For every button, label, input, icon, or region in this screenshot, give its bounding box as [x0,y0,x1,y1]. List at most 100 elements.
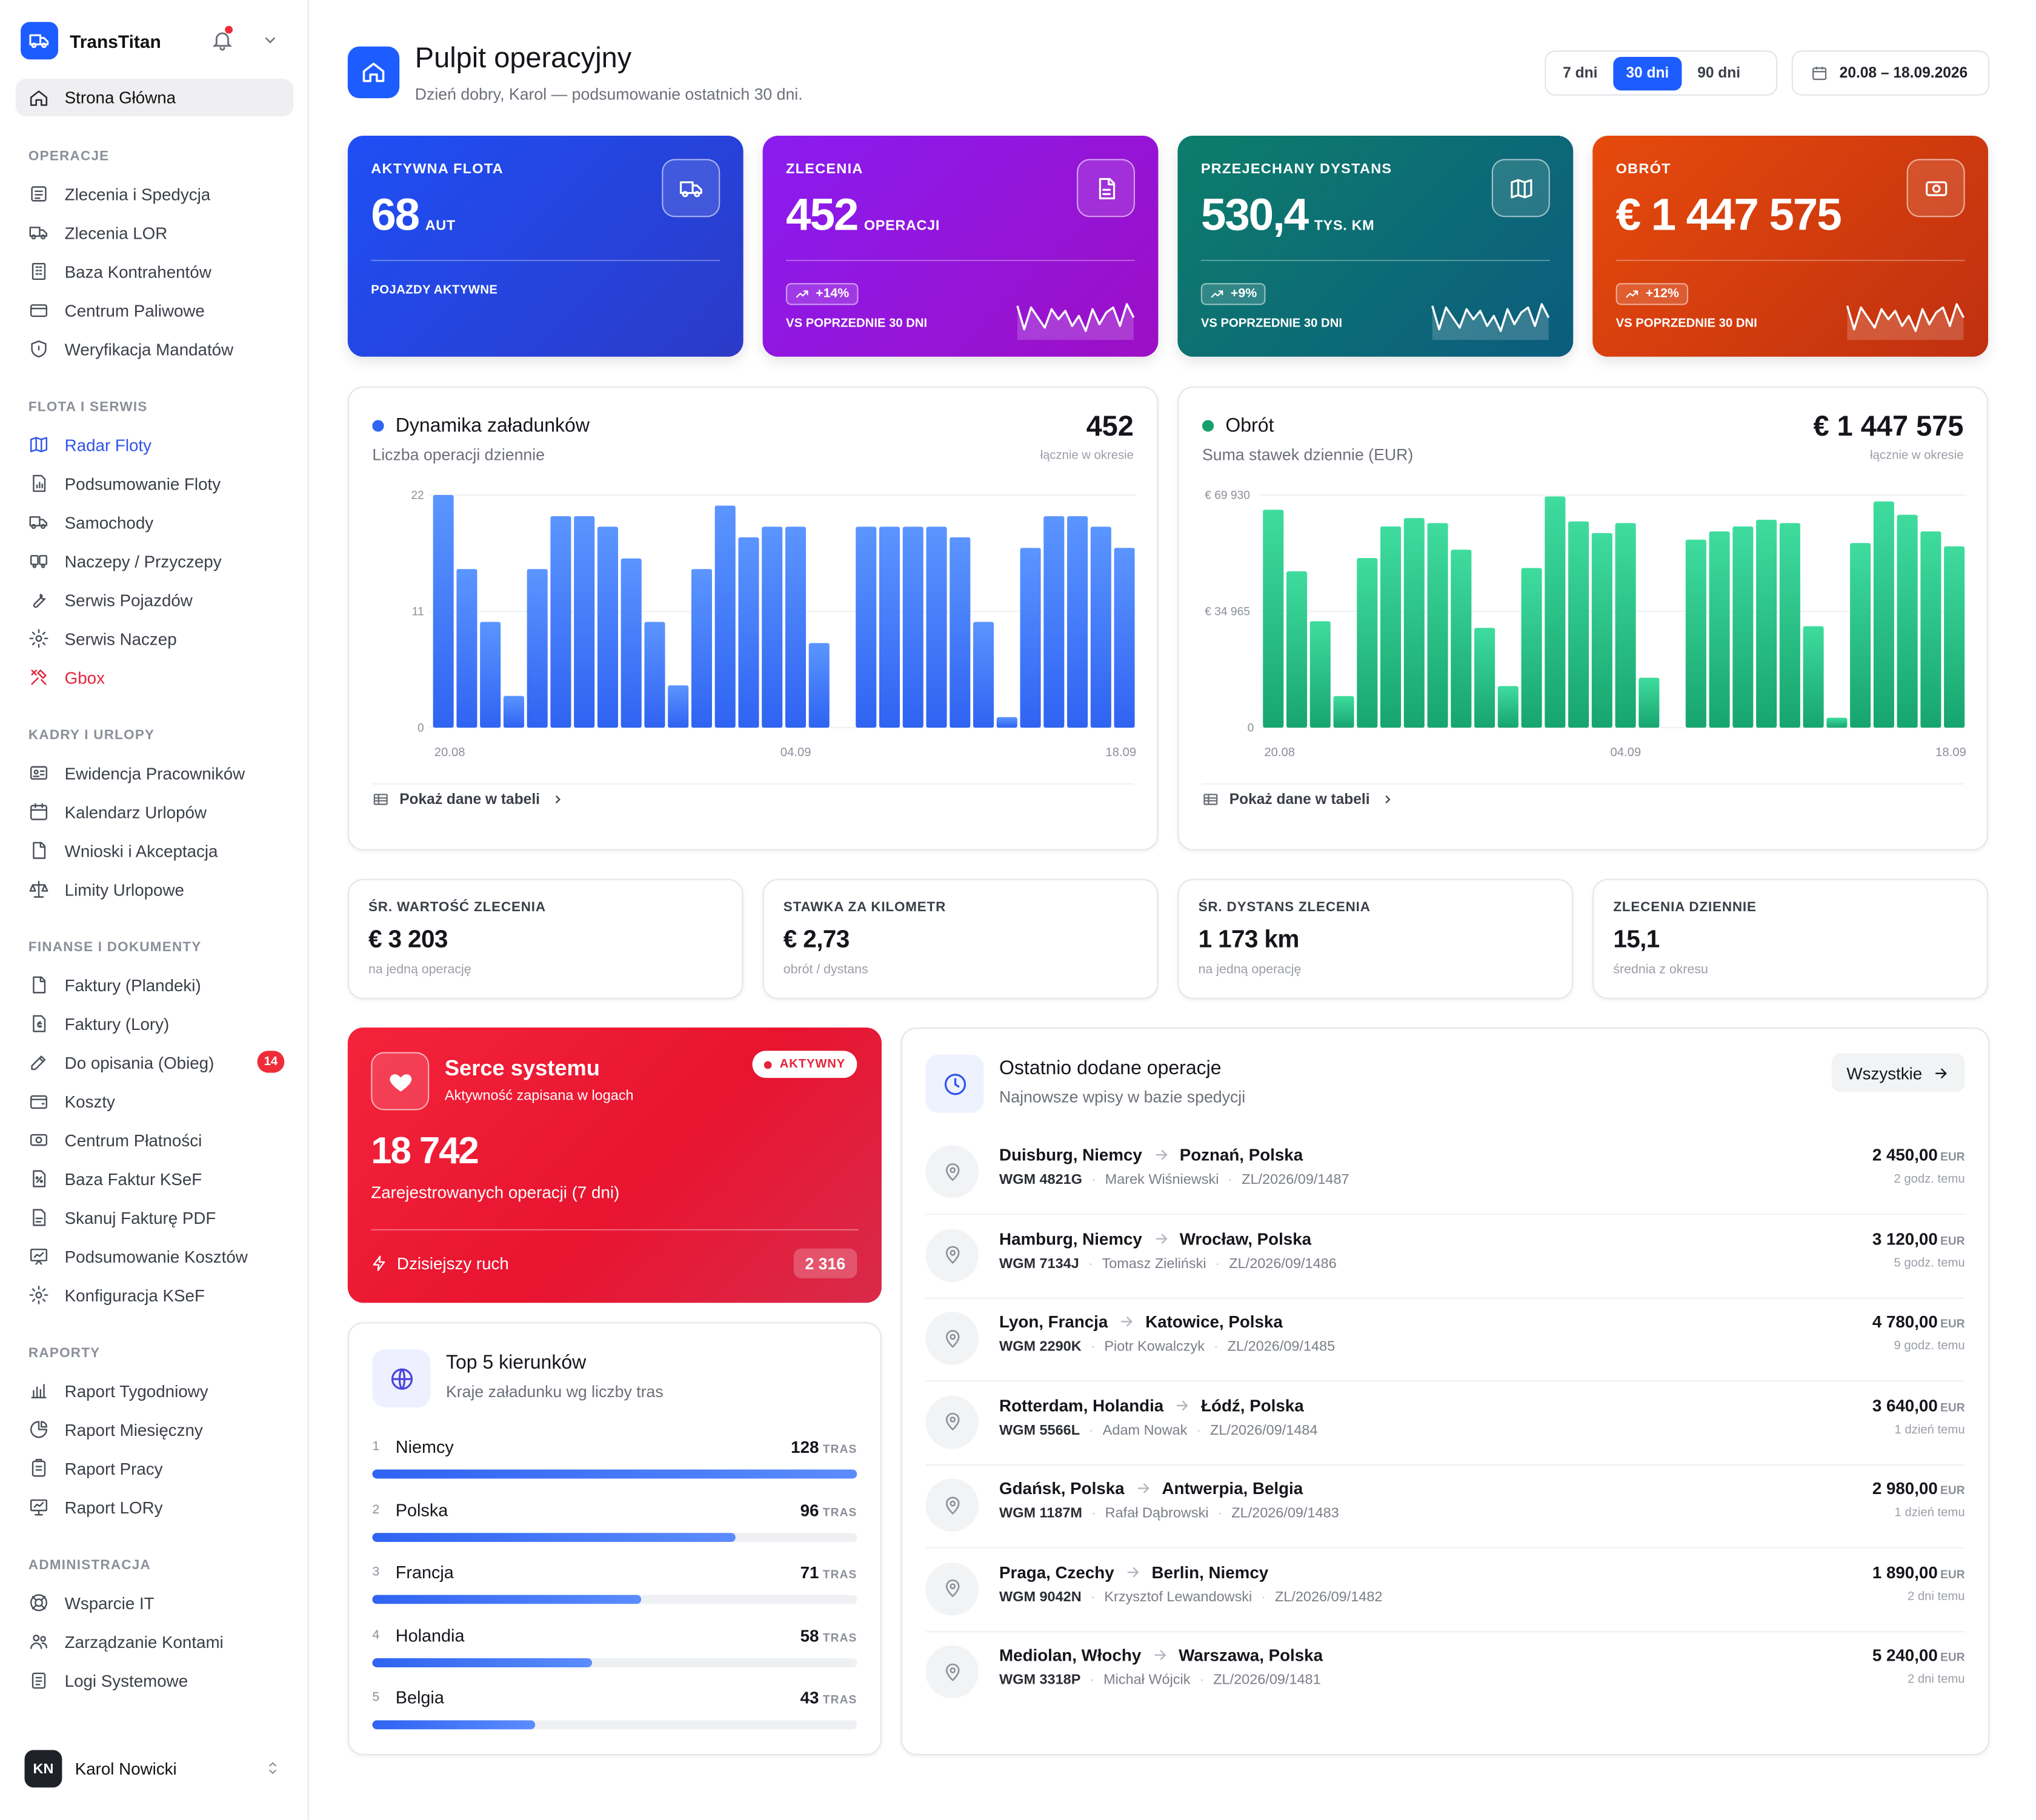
bar[interactable] [808,643,830,728]
bar[interactable] [550,516,571,728]
bar[interactable] [762,526,783,728]
bar[interactable] [1090,526,1111,728]
bar[interactable] [644,622,665,728]
bar[interactable] [1043,516,1065,728]
bar[interactable] [456,569,477,728]
sidebar-item-wnioski-i-akceptacja[interactable]: Wnioski i Akceptacja [28,837,218,863]
sidebar-item-wsparcie-it[interactable]: Wsparcie IT [28,1590,155,1616]
bar[interactable] [1944,546,1965,728]
bar[interactable] [1685,539,1706,728]
bar[interactable] [574,516,595,728]
bar[interactable] [1474,628,1495,728]
bar[interactable] [1427,523,1448,728]
sidebar-item-skanuj-fakture-pdf[interactable]: Skanuj Fakturę PDF [28,1204,216,1230]
sidebar-item-kalendarz-urlopow[interactable]: Kalendarz Urlopów [28,799,207,825]
bar[interactable] [1451,550,1472,728]
bar[interactable] [1357,558,1378,728]
sidebar-item-centrum-platnosci[interactable]: Centrum Płatności [28,1127,202,1153]
bar[interactable] [1263,510,1284,728]
sidebar-item-zlecenia-i-spedycja[interactable]: Zlecenia i Spedycja [28,181,210,207]
sidebar-item-podsumowanie-kosztow[interactable]: Podsumowanie Kosztów [28,1243,248,1269]
bar[interactable] [1803,626,1824,728]
table-row[interactable]: Gdańsk, Polska Antwerpia, Belgia WGM 1187M… [925,1473,1965,1556]
sidebar-item-limity-urlopowe[interactable]: Limity Urlopowe [28,876,184,902]
sidebar-item-do-opisania-obieg[interactable]: Do opisania (Obieg) [28,1049,214,1075]
bar[interactable] [527,569,548,728]
bar[interactable] [1826,717,1848,728]
table-row[interactable]: Lyon, Francja Katowice, Polska WGM 2290K · P… [925,1307,1965,1390]
view-all-button[interactable]: Wszystkie [1831,1053,1965,1092]
bar[interactable] [1286,571,1308,728]
list-item[interactable]: 2 Polska 96 TRAS [372,1500,857,1552]
bell-icon[interactable] [211,28,234,51]
bar[interactable] [1545,496,1566,728]
bar[interactable] [1756,519,1777,728]
sidebar-item-weryfikacja-mandatow[interactable]: Weryfikacja Mandatów [28,336,233,362]
list-item[interactable]: 3 Francja 71 TRAS [372,1563,857,1614]
date-range-picker[interactable]: 20.08 – 18.09.2026 [1791,50,1990,96]
bar[interactable] [433,495,454,728]
sidebar-item-faktury-plandeki[interactable]: Faktury (Plandeki) [28,972,201,998]
bar[interactable] [1850,543,1871,728]
bar[interactable] [503,696,524,728]
bar[interactable] [1732,526,1754,728]
sidebar-item-podsumowanie-floty[interactable]: Podsumowanie Floty [28,471,221,497]
sidebar-item-logi-systemowe[interactable]: Logi Systemowe [28,1667,188,1693]
bar[interactable] [785,526,807,728]
bar[interactable] [738,537,759,728]
sidebar-item-radar-floty[interactable]: Radar Floty [28,432,151,458]
table-row[interactable]: Hamburg, Niemcy Wrocław, Polska WGM 7134J ·… [925,1223,1965,1306]
bar[interactable] [1920,531,1941,728]
bar[interactable] [714,505,736,728]
sidebar-item-zlecenia-lor[interactable]: Zlecenia LOR [28,220,167,246]
sidebar-item-raport-lory[interactable]: Raport LORy [28,1494,163,1520]
bar[interactable] [1709,531,1730,728]
sidebar-item-raport-pracy[interactable]: Raport Pracy [28,1455,163,1481]
brand[interactable]: TransTitan [21,22,292,60]
range-7-button[interactable]: 7 dni [1550,56,1611,90]
sidebar-item-centrum-paliwowe[interactable]: Centrum Paliwowe [28,297,205,324]
table-row[interactable]: Praga, Czechy Berlin, Niemcy WGM 9042N · Krz… [925,1557,1965,1640]
bar[interactable] [620,558,642,728]
bar[interactable] [1591,533,1612,728]
sidebar-item-baza-faktur-ksef[interactable]: Baza Faktur KSeF [28,1166,202,1192]
sidebar-item-home[interactable]: Strona Główna [15,79,294,116]
show-table-link[interactable]: Pokaż dane w tabeli [372,791,564,808]
sidebar-item-faktury-lory[interactable]: Faktury (Lory) [28,1011,169,1037]
bar[interactable] [1638,677,1660,728]
sidebar-item-gbox[interactable]: Gbox [28,665,105,691]
sidebar-item-zarzadzanie-kontami[interactable]: Zarządzanie Kontami [28,1629,224,1655]
bar[interactable] [996,717,1017,728]
bar[interactable] [691,569,713,728]
bar[interactable] [480,622,501,728]
bar[interactable] [1309,621,1331,728]
sidebar-item-raport-miesieczny[interactable]: Raport Miesięczny [28,1416,203,1443]
bar[interactable] [1380,526,1402,728]
bar[interactable] [1873,501,1894,728]
bar[interactable] [1568,521,1589,728]
user-menu[interactable]: KN Karol Nowicki [24,1750,284,1788]
range-90-button[interactable]: 90 dni [1685,56,1754,90]
table-row[interactable]: Duisburg, Niemcy Poznań, Polska WGM 4821G ·… [925,1140,1965,1223]
bar[interactable] [902,526,923,728]
bar[interactable] [1497,686,1519,728]
bar[interactable] [1403,518,1425,728]
bar[interactable] [1020,548,1041,728]
bar[interactable] [926,526,947,728]
list-item[interactable]: 1 Niemcy 128 TRAS [372,1437,857,1489]
range-30-button[interactable]: 30 dni [1613,56,1682,90]
show-table-link[interactable]: Pokaż dane w tabeli [1202,791,1394,808]
bar[interactable] [950,537,971,728]
bar[interactable] [1779,523,1800,728]
bar[interactable] [1615,523,1636,728]
bar[interactable] [1333,696,1354,728]
sidebar-item-naczepy-przyczepy[interactable]: Naczepy / Przyczepy [28,548,222,574]
bar[interactable] [1067,516,1088,728]
sidebar-item-raport-tygodniowy[interactable]: Raport Tygodniowy [28,1378,208,1404]
sidebar-item-konfiguracja-ksef[interactable]: Konfiguracja KSeF [28,1282,205,1308]
sidebar-item-baza-kontrahentow[interactable]: Baza Kontrahentów [28,259,211,285]
bar[interactable] [668,685,689,728]
bar[interactable] [856,526,877,728]
bar[interactable] [1114,548,1135,728]
bar[interactable] [597,526,619,728]
